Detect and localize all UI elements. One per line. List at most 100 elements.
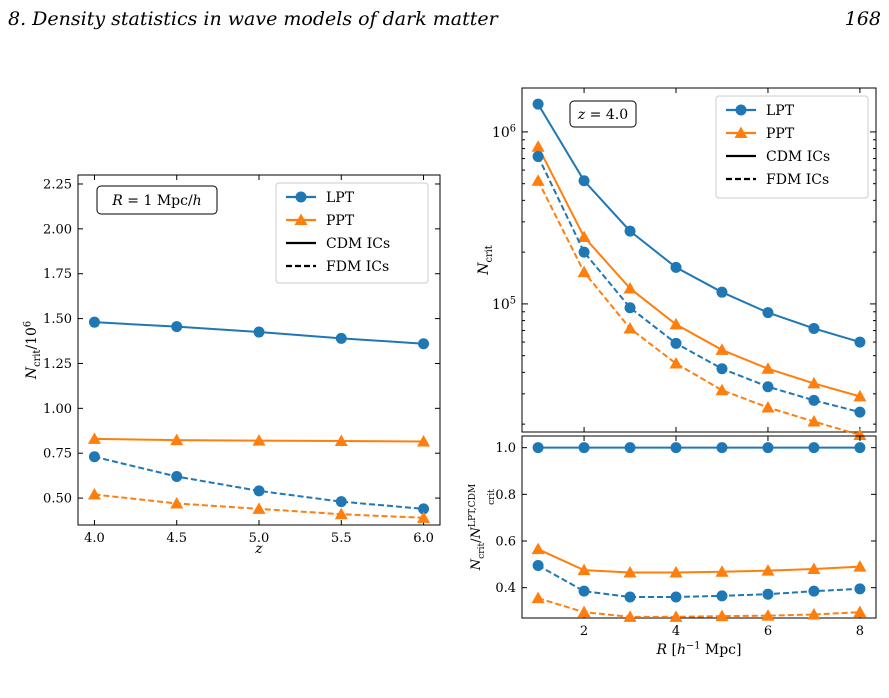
data-point-ppt-fdm — [623, 610, 637, 622]
right-top-panel: 105 106 Ncrit z = 4.0 LPT PPT CDM ICs FDM ICs — [476, 87, 877, 440]
series-line-lpt-fdm — [537, 564, 860, 598]
data-point-lpt-cdm — [171, 321, 183, 333]
data-point-lpt-cdm — [578, 175, 590, 187]
data-point-lpt-fdm — [418, 503, 430, 515]
legend-label: LPT — [326, 190, 355, 206]
axes-frame — [521, 87, 877, 433]
y-axis-label: Ncrit — [476, 245, 495, 276]
series-line-ppt-fdm — [537, 597, 860, 618]
data-point-ppt-cdm — [715, 565, 729, 577]
x-tick-label: 6 — [764, 624, 772, 639]
y-tick-label: 1.75 — [43, 267, 72, 282]
data-point-ppt-cdm — [417, 435, 431, 447]
legend-label: CDM ICs — [326, 236, 390, 252]
data-point-ppt-fdm — [761, 609, 775, 621]
series-line-lpt-fdm — [94, 455, 424, 510]
legend-box — [275, 182, 429, 284]
y-tick-label: 2.00 — [43, 222, 72, 237]
data-point-ppt-cdm — [577, 230, 591, 242]
x-tick-label: 5.0 — [249, 531, 270, 546]
x-tick-label: 4.0 — [84, 531, 105, 546]
y-tick-label: 1.50 — [43, 312, 72, 327]
data-point-ppt-cdm — [669, 566, 683, 578]
legend-label: CDM ICs — [766, 149, 830, 165]
x-tick-label: 6.0 — [413, 531, 434, 546]
left-panel: 4.0 4.5 5.0 5.5 6.0 0.50 0.75 1.00 1.25 1.50 1.75 2… — [23, 174, 441, 557]
legend-label: LPT — [766, 103, 795, 119]
legend-box — [715, 95, 869, 199]
data-point-ppt-cdm — [761, 564, 775, 576]
legend-marker — [294, 213, 308, 225]
y-tick-label: 0.8 — [495, 488, 516, 503]
data-point-lpt-fdm — [624, 591, 636, 603]
legend-marker — [734, 126, 748, 138]
data-point-lpt-fdm — [716, 590, 728, 602]
data-point-lpt-fdm — [578, 246, 590, 258]
data-point-ppt-cdm — [807, 376, 821, 389]
data-point-lpt-cdm — [716, 286, 728, 298]
data-point-ppt-fdm — [252, 502, 266, 514]
data-point-lpt-fdm — [253, 485, 265, 497]
data-point-lpt-fdm — [532, 150, 544, 162]
x-tick-label: 4 — [672, 624, 680, 639]
data-point-ppt-fdm — [715, 609, 729, 622]
data-point-ppt-cdm — [577, 563, 591, 576]
legend-label: PPT — [326, 213, 355, 229]
series-line-lpt-cdm — [537, 103, 861, 344]
y-tick-label: 0.6 — [495, 535, 516, 550]
data-point-lpt-cdm — [854, 442, 866, 454]
data-point-lpt-fdm — [762, 381, 774, 393]
data-point-ppt-fdm — [807, 415, 821, 427]
data-point-lpt-cdm — [716, 442, 728, 454]
data-point-ppt-cdm — [853, 389, 867, 402]
data-point-lpt-fdm — [716, 363, 728, 375]
legend-marker — [295, 191, 307, 203]
data-point-ppt-cdm — [531, 140, 545, 152]
series-line-ppt-cdm — [537, 548, 860, 574]
data-point-ppt-fdm — [531, 591, 545, 604]
data-point-lpt-cdm — [808, 322, 820, 334]
page-number: 168 — [844, 8, 881, 30]
data-point-lpt-cdm — [418, 338, 430, 350]
annotation-box — [569, 100, 637, 128]
data-point-ppt-cdm — [87, 432, 101, 444]
y-tick-label: 1.25 — [43, 357, 72, 372]
data-point-ppt-fdm — [417, 511, 431, 523]
data-point-lpt-fdm — [171, 471, 183, 483]
y-tick-label: 0.75 — [43, 447, 72, 462]
data-point-ppt-fdm — [170, 496, 184, 509]
legend-label: FDM ICs — [766, 172, 829, 188]
data-point-lpt-cdm — [532, 98, 544, 110]
annotation-text: R = 1 Mpc/h — [111, 193, 201, 209]
data-point-lpt-cdm — [670, 261, 682, 273]
data-point-lpt-cdm — [532, 442, 544, 454]
y-axis-label: Ncrit/NLPT,CDM — [468, 484, 487, 572]
data-point-ppt-fdm — [623, 321, 637, 334]
y-tick-label: 1.0 — [495, 441, 516, 456]
data-point-ppt-fdm — [669, 357, 683, 369]
x-axis-label: R [h−1 Mpc] — [655, 641, 741, 658]
data-point-ppt-cdm — [669, 317, 683, 330]
data-point-ppt-cdm — [715, 343, 729, 355]
data-point-lpt-fdm — [762, 588, 774, 600]
data-point-ppt-fdm — [334, 507, 348, 520]
data-point-lpt-fdm — [335, 496, 347, 508]
data-point-lpt-cdm — [335, 332, 347, 344]
data-point-lpt-cdm — [670, 442, 682, 454]
data-point-ppt-fdm — [807, 608, 821, 620]
annotation-box — [96, 185, 218, 215]
data-point-lpt-fdm — [88, 451, 100, 463]
data-point-ppt-cdm — [170, 433, 184, 446]
y-axis-label: Ncrit/106 — [23, 321, 44, 380]
data-point-ppt-fdm — [577, 605, 591, 618]
data-point-ppt-fdm — [853, 428, 867, 440]
data-point-ppt-cdm — [531, 542, 545, 555]
data-point-ppt-fdm — [853, 605, 867, 618]
x-tick-label: 4.5 — [166, 531, 187, 546]
data-point-ppt-fdm — [761, 400, 775, 413]
x-axis-label: z — [254, 541, 263, 557]
data-point-ppt-fdm — [87, 487, 101, 500]
series-line-ppt-cdm — [537, 146, 861, 398]
data-point-lpt-cdm — [762, 442, 774, 454]
